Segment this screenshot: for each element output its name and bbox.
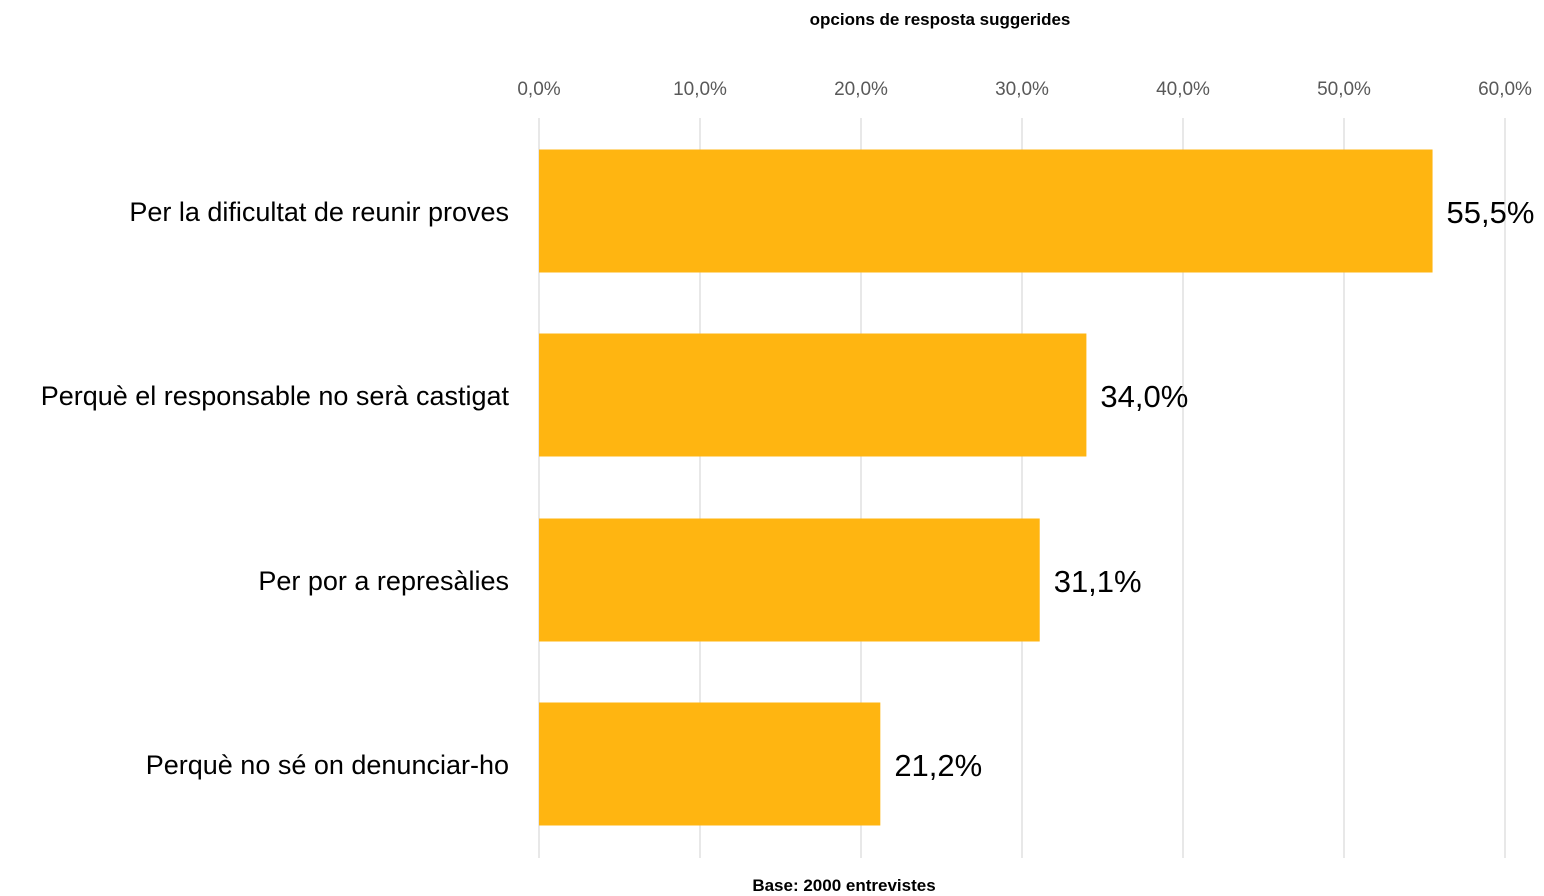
category-label: Perquè no sé on denunciar-ho [146, 750, 509, 780]
x-tick-label: 40,0% [1156, 79, 1210, 100]
chart-footnote: Base: 2000 entrevistes [752, 876, 935, 895]
x-tick-label: 30,0% [995, 79, 1049, 100]
data-label: 34,0% [1100, 379, 1188, 414]
x-axis-tick-labels: 0,0% 10,0% 20,0% 30,0% 40,0% 50,0% 60,0% [517, 79, 1532, 100]
data-label: 21,2% [894, 748, 982, 783]
chart-title: opcions de resposta suggerides [810, 10, 1071, 29]
x-tick-label: 0,0% [517, 79, 560, 100]
data-labels: 55,5% 34,0% 31,1% 21,2% [894, 195, 1534, 783]
category-label: Per por a represàlies [258, 566, 509, 596]
bars [539, 149, 1433, 826]
bar [539, 333, 1087, 457]
category-label: Per la dificultat de reunir proves [129, 197, 509, 227]
x-tick-label: 10,0% [673, 79, 727, 100]
x-tick-label: 20,0% [834, 79, 888, 100]
bar [539, 702, 881, 826]
data-label: 55,5% [1447, 195, 1535, 230]
category-label: Perquè el responsable no serà castigat [41, 381, 510, 411]
bar [539, 149, 1433, 273]
x-tick-label: 60,0% [1478, 79, 1532, 100]
bar [539, 518, 1040, 642]
category-labels: Per la dificultat de reunir proves Perquè… [41, 197, 510, 780]
x-tick-label: 50,0% [1317, 79, 1371, 100]
data-label: 31,1% [1054, 564, 1142, 599]
